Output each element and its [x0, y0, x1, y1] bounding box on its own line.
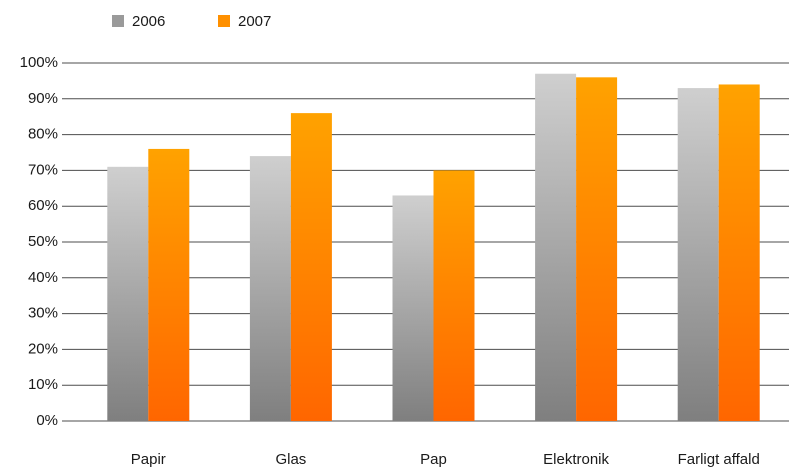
bar	[392, 195, 434, 421]
legend-swatch	[218, 15, 230, 27]
bar	[107, 166, 149, 421]
x-tick-label: Papir	[131, 451, 166, 468]
y-tick-label: 90%	[28, 90, 58, 107]
y-tick-label: 70%	[28, 161, 58, 178]
bar	[249, 156, 291, 421]
bar	[677, 88, 719, 421]
bar	[290, 113, 332, 422]
y-tick-label: 0%	[36, 412, 58, 429]
y-tick-label: 50%	[28, 233, 58, 250]
bar	[576, 77, 618, 421]
bar	[535, 73, 577, 422]
y-tick-label: 60%	[28, 197, 58, 214]
y-tick-label: 20%	[28, 340, 58, 357]
legend-label: 2007	[238, 13, 271, 30]
x-tick-label: Elektronik	[543, 451, 609, 468]
y-tick-label: 100%	[20, 54, 58, 71]
legend-label: 2006	[132, 13, 165, 30]
y-tick-label: 10%	[28, 376, 58, 393]
x-tick-label: Glas	[275, 451, 306, 468]
legend-swatch	[112, 15, 124, 27]
x-tick-label: Farligt affald	[678, 451, 760, 468]
bar	[718, 84, 760, 421]
y-tick-label: 40%	[28, 269, 58, 286]
y-tick-label: 30%	[28, 305, 58, 322]
bar	[148, 148, 190, 422]
bar	[433, 170, 475, 421]
y-tick-label: 80%	[28, 126, 58, 143]
x-tick-label: Pap	[420, 451, 447, 468]
